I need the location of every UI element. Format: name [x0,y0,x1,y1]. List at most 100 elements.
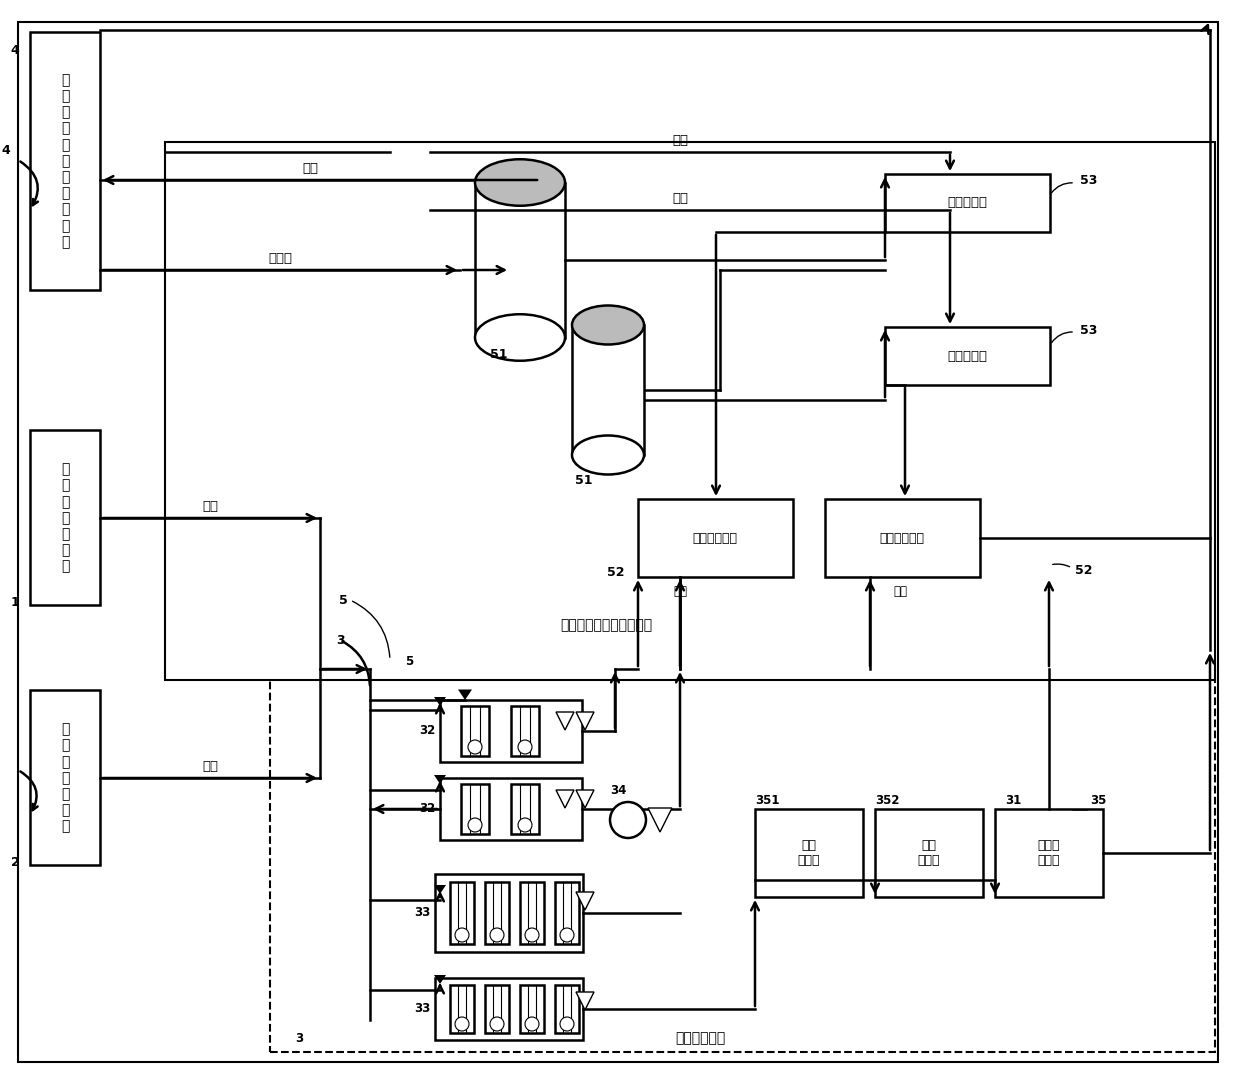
Text: 53: 53 [1080,174,1097,187]
Text: 氢气: 氢气 [673,585,687,598]
Polygon shape [577,892,594,910]
Bar [461,784,489,834]
Bar [440,700,582,762]
Bar [825,499,980,577]
Text: 氯化氢合成炉: 氯化氢合成炉 [879,531,925,544]
Bar [165,141,1215,680]
Polygon shape [556,789,574,808]
Bar [572,325,644,455]
Polygon shape [556,712,574,730]
Bar [885,327,1050,384]
Text: 33: 33 [414,906,430,919]
Text: 4: 4 [11,43,20,56]
Text: 5: 5 [405,654,413,669]
Bar [475,183,565,337]
Bar [520,882,544,944]
Polygon shape [577,789,594,808]
Text: 乙
烯
法
生
产
聚
氯
乙
烯
装
置: 乙 烯 法 生 产 聚 氯 乙 烯 装 置 [61,73,69,249]
Text: 53: 53 [1080,324,1097,337]
Bar [435,978,583,1040]
Circle shape [455,1017,469,1031]
Polygon shape [649,808,672,832]
Ellipse shape [572,435,644,474]
Polygon shape [434,975,446,984]
Text: 转化混合器: 转化混合器 [947,197,987,210]
Text: 3: 3 [336,634,345,647]
Text: 电
解
氯
化
钠
装
置: 电 解 氯 化 钠 装 置 [61,462,69,573]
Text: 32: 32 [419,725,435,738]
Circle shape [518,818,532,832]
Bar [485,882,508,944]
Bar [885,174,1050,232]
Circle shape [518,740,532,754]
Bar [556,882,579,944]
Text: 32: 32 [419,802,435,815]
Circle shape [467,818,482,832]
Text: 4: 4 [1,144,10,157]
Bar [556,985,579,1032]
Bar [450,985,474,1032]
Text: 33: 33 [414,1002,430,1015]
Circle shape [525,1017,539,1031]
Circle shape [610,802,646,838]
Text: 氯气分配装置: 氯气分配装置 [675,1031,725,1045]
Polygon shape [458,689,472,700]
Text: 氯气: 氯气 [202,759,218,772]
Text: 氯气: 氯气 [202,499,218,513]
Ellipse shape [475,314,565,361]
Bar [450,882,474,944]
Text: 34: 34 [610,783,626,797]
Bar [30,690,100,865]
Text: 5: 5 [340,594,348,607]
Bar [875,809,983,897]
Polygon shape [434,775,446,784]
Bar [485,985,508,1032]
Text: 氯化氢: 氯化氢 [268,252,291,265]
Text: 乙炔: 乙炔 [672,191,688,204]
Text: 35: 35 [1090,794,1106,807]
Polygon shape [434,885,446,894]
Text: 52: 52 [608,566,625,579]
Text: 氯气
汽化器: 氯气 汽化器 [918,839,940,867]
Text: 转化混合器: 转化混合器 [947,350,987,363]
Bar [440,778,582,840]
Bar [520,985,544,1032]
Circle shape [455,928,469,942]
Bar [994,809,1104,897]
Ellipse shape [572,306,644,345]
Bar [270,669,1215,1052]
Text: 351: 351 [755,794,780,807]
Text: 51: 51 [575,473,593,486]
Polygon shape [577,993,594,1010]
Bar [639,499,794,577]
Bar [435,874,583,951]
Bar [511,706,539,756]
Text: 51: 51 [490,349,507,362]
Bar [511,784,539,834]
Polygon shape [434,697,446,706]
Text: 31: 31 [1004,794,1022,807]
Text: 3: 3 [295,1032,303,1045]
Circle shape [560,928,574,942]
Circle shape [490,928,503,942]
Text: 乙炔: 乙炔 [672,134,688,147]
Bar [30,430,100,605]
Circle shape [467,740,482,754]
Polygon shape [577,712,594,730]
Text: 电
解
氯
化
钾
装
置: 电 解 氯 化 钾 装 置 [61,723,69,834]
Text: 废气处
理单元: 废气处 理单元 [1038,839,1060,867]
Circle shape [525,928,539,942]
Text: 乙炔法生产聚氯乙烯装置: 乙炔法生产聚氯乙烯装置 [560,618,652,632]
Text: 2: 2 [11,855,20,868]
Text: 氢气: 氢气 [893,585,906,598]
Circle shape [560,1017,574,1031]
Text: 1: 1 [11,595,20,608]
Bar [461,706,489,756]
Bar [755,809,863,897]
Text: 氯气
液化器: 氯气 液化器 [797,839,820,867]
Text: 352: 352 [875,794,899,807]
Text: 氯化氢合成炉: 氯化氢合成炉 [692,531,738,544]
Text: 氯气: 氯气 [303,162,317,175]
Bar [391,152,1190,672]
Bar [30,32,100,291]
